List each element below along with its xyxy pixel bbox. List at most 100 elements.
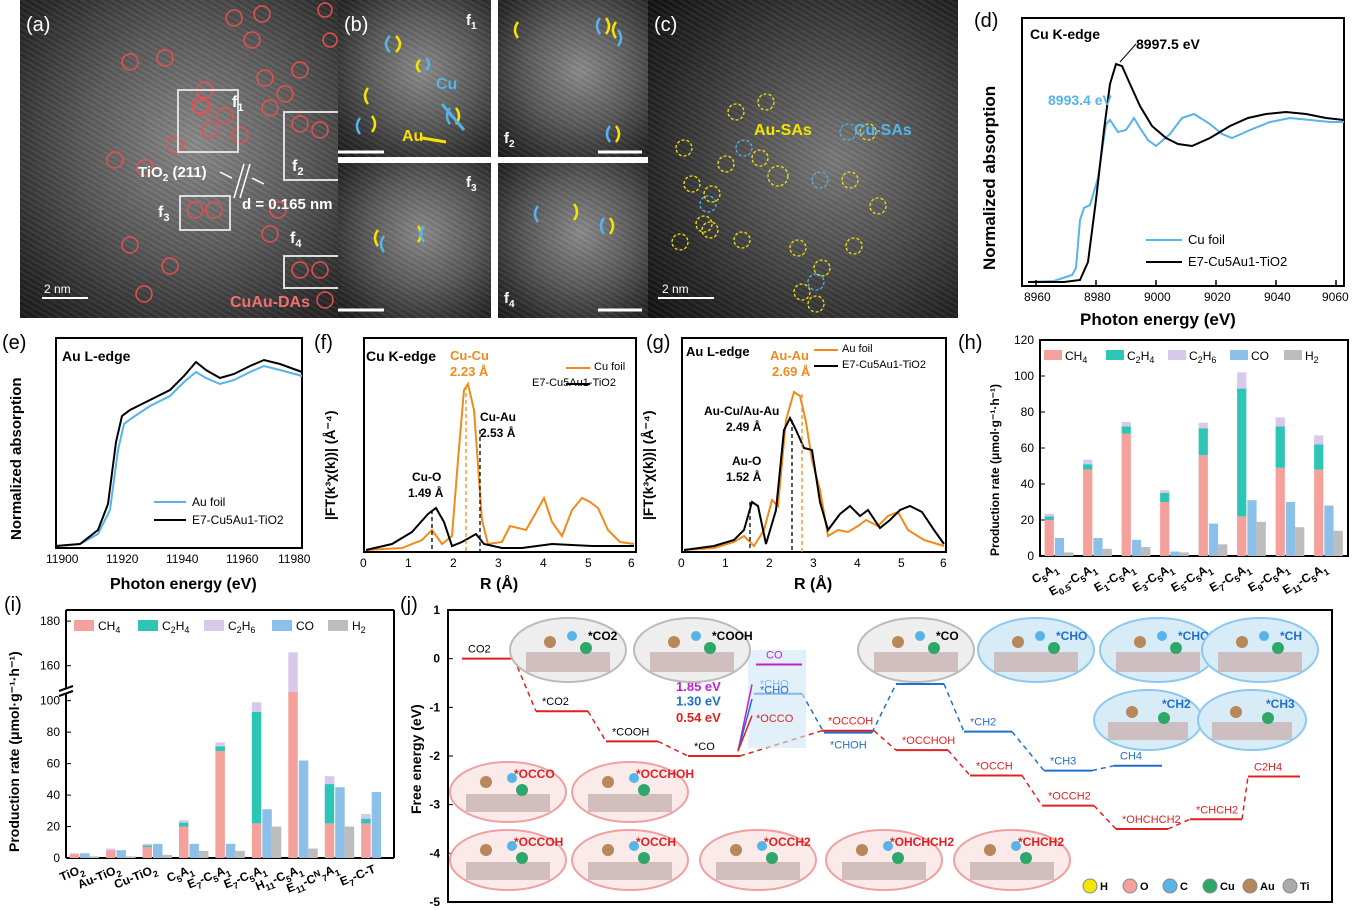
i-category-label: E11-CN7A1 — [284, 861, 342, 898]
e-edge: Au L-edge — [62, 348, 131, 364]
panel-e-label: (e) — [2, 332, 27, 354]
h-bar-c2h6 — [1160, 490, 1170, 493]
g-edge: Au L-edge — [686, 344, 750, 359]
i-bar-co — [371, 791, 382, 858]
j-ch4-connector — [1091, 765, 1115, 772]
i-bar-co — [335, 787, 345, 858]
i-ytick-label: 20 — [47, 820, 61, 834]
panel-f: (f) Cu K-edge Cu-Cu 2.23 Å Cu-O 1.49 Å C… — [312, 330, 642, 595]
panel-i: (i) 0 20 40 60 80 100 160 180 TiO2 Au-TiO2 Cu-TiO2… — [0, 590, 400, 910]
au-atom — [856, 844, 868, 856]
j-connector — [1167, 818, 1191, 830]
j-connector — [873, 730, 897, 751]
j-barrier-label: 0.54 eV — [676, 710, 721, 725]
j-step-label: *OCCH2 — [1048, 791, 1091, 803]
j-structure-bottom: *OCCH2 — [699, 829, 817, 891]
panel-b: (b) f1 f2 f3 f4 Cu Au — [338, 0, 648, 318]
c-atom — [507, 841, 517, 851]
c-atom — [629, 773, 639, 783]
i-ytick-label: 180 — [40, 614, 60, 628]
i-bar-c2h4 — [324, 784, 335, 824]
h-ytick-label: 40 — [1021, 477, 1035, 491]
j-step-label: *OCCH — [976, 760, 1013, 772]
i-legend-swatch — [74, 620, 94, 631]
i-bar-ch4 — [361, 823, 371, 858]
substrate — [526, 652, 610, 672]
scale-bar-c-label: 2 nm — [662, 282, 689, 296]
j-structure-top: *CO2 — [509, 617, 627, 683]
panel-i-label: (i) — [4, 594, 22, 616]
e-ylabel: Normalized absorption — [8, 377, 25, 540]
tio2-plane-label: TiO2 (211) — [138, 164, 207, 184]
h-bar-c2h6 — [1275, 417, 1285, 427]
structure-label: *COOH — [712, 629, 753, 643]
h-bar-h2 — [1218, 544, 1228, 556]
c-atom — [567, 631, 577, 641]
j-step-label: *CO2 — [542, 696, 569, 708]
h-ylabel: Production rate (μmol·g⁻¹·h⁻¹) — [988, 384, 1002, 556]
atom-circles — [106, 2, 338, 309]
d-xlabel: Photon energy (eV) — [1080, 310, 1236, 329]
f-cucu: Cu-Cu — [450, 348, 489, 363]
scale-bar-label: 2 nm — [44, 282, 71, 296]
j-cho-label: *CHO — [760, 685, 789, 697]
roi-boxes — [177, 89, 338, 289]
i-legend-swatch — [138, 620, 158, 631]
cu-atom — [580, 642, 592, 654]
j-step-label: *OCCOH — [828, 716, 873, 728]
h-bar-c2h4 — [1198, 428, 1208, 456]
i-bar-ch4 — [106, 850, 116, 858]
i-ytick-label: 80 — [47, 725, 61, 739]
j-atom-legend-dot — [1282, 878, 1298, 894]
i-bar-ch4 — [251, 823, 262, 858]
substrate — [1108, 722, 1188, 740]
structure-label: *OHCHCH2 — [890, 835, 954, 849]
g-aucu-val: 2.49 Å — [726, 420, 762, 434]
structure-label: *OCCH2 — [764, 835, 811, 849]
panel-h: (h) 0 20 40 60 80 100 120 C5A1 E0.5-C5A1 E1-C5A1 E… — [958, 330, 1357, 608]
panel-j-label: (j) — [400, 594, 418, 616]
structure-ellipse — [1201, 617, 1319, 683]
f-e7-curve — [365, 506, 634, 551]
cu-atom — [766, 852, 778, 864]
structure-label: *CO2 — [588, 629, 618, 643]
substrate — [466, 862, 550, 880]
c-atom — [757, 841, 767, 851]
j-step-label: *OHCHCH2 — [1122, 814, 1181, 826]
structure-ellipse — [977, 617, 1095, 683]
j-structure-bottom: *OCCH — [571, 829, 689, 891]
panel-d-chart — [1021, 17, 1345, 287]
j-atom-legend-label: C — [1180, 881, 1188, 893]
substrate — [842, 862, 926, 880]
structure-label: *CO — [936, 629, 959, 643]
h-bar-co — [1093, 538, 1103, 556]
i-bar-c2h6 — [251, 702, 262, 712]
i-bar-co — [298, 760, 309, 858]
au-atom — [1134, 636, 1146, 648]
panel-g-label: (g) — [646, 332, 671, 354]
g-auo-val: 1.52 Å — [726, 470, 762, 484]
i-break-mark — [58, 685, 74, 692]
j-structure-side: *CH3 — [1197, 689, 1307, 751]
panel-a-label: (a) — [26, 14, 51, 36]
h-bar-c2h6 — [1237, 372, 1247, 389]
h-bar-h2 — [1102, 548, 1112, 556]
f-cucu-val: 2.23 Å — [450, 364, 489, 379]
j-step-label: *COOH — [612, 726, 649, 738]
j-step-label: *CHCH2 — [1196, 804, 1238, 816]
cu-atom — [1020, 852, 1032, 864]
i-bar-h2 — [126, 856, 136, 858]
j-atom-legend-dot — [1122, 878, 1138, 894]
h-bar-h2 — [1295, 527, 1305, 556]
legend-c2h4: C2H4 — [162, 619, 189, 635]
cu-atom — [1158, 712, 1170, 724]
cu-atom — [516, 784, 528, 796]
cu-label: Cu — [436, 76, 458, 93]
h-category-label: C5A1 — [1029, 560, 1061, 588]
b-f1: f1 — [466, 12, 477, 32]
i-ytick-label: 100 — [40, 694, 60, 708]
au-atom — [892, 636, 904, 648]
panel-h-label: (h) — [958, 332, 983, 354]
h-bar-co — [1247, 500, 1257, 556]
g-auau: Au-Au — [770, 348, 809, 363]
